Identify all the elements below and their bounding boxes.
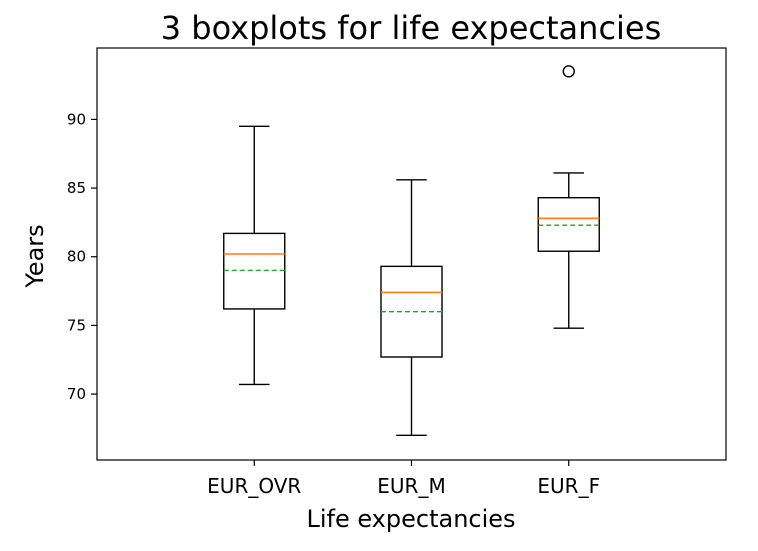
- x-axis-label: Life expectancies: [306, 505, 515, 533]
- y-axis-label: Years: [21, 224, 49, 288]
- x-tick-label: EUR_OVR: [207, 474, 301, 498]
- plot-area: 70 75 80 85 90 EUR_OVR EUR_M EUR_F: [67, 47, 727, 498]
- x-tick-label: EUR_F: [537, 474, 600, 498]
- y-tick-label: 85: [67, 179, 86, 197]
- y-tick-label: 70: [67, 385, 86, 403]
- y-tick-label: 75: [67, 316, 86, 334]
- y-tick-label: 80: [67, 248, 86, 266]
- chart-title: 3 boxplots for life expectancies: [161, 9, 662, 47]
- outlier-point: [562, 65, 575, 78]
- y-tick-label: 90: [67, 110, 86, 128]
- x-tick-label: EUR_M: [377, 474, 445, 498]
